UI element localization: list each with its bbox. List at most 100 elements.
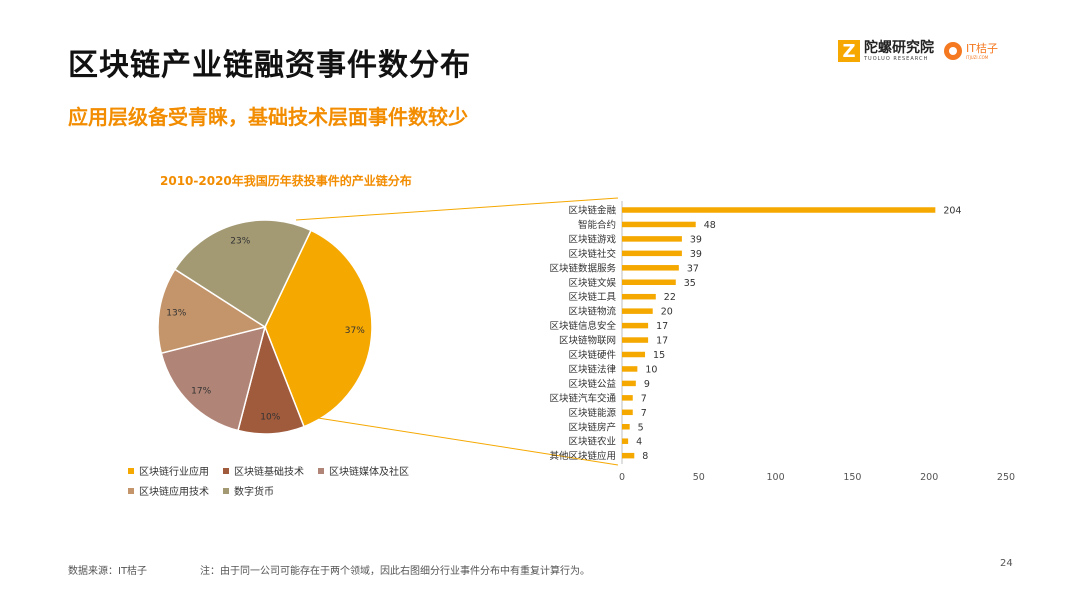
bar — [622, 250, 682, 257]
pie-slice — [173, 219, 312, 329]
bar-category-label: 区块链数据服务 — [549, 262, 616, 274]
bar-value-label: 17 — [656, 336, 668, 347]
tuoluo-logo-name: 陀螺研究院 — [864, 39, 934, 56]
bar-category-label: 其他区块链应用 — [549, 450, 616, 462]
legend-item: 区块链应用技术 — [128, 483, 209, 498]
bar-category-label: 区块链文娱 — [568, 277, 616, 289]
bar-category-label: 区块链公益 — [568, 378, 616, 390]
tuoluo-logo: Z 陀螺研究院 TUOLUO RESEARCH — [838, 38, 934, 64]
pie-slice-label: 23% — [230, 237, 250, 247]
data-source: 数据来源：IT桔子 — [68, 566, 148, 577]
bar — [622, 337, 649, 343]
bar-category-label: 区块链社交 — [568, 248, 616, 260]
legend-swatch — [223, 467, 229, 474]
legend-item: 区块链基础技术 — [223, 463, 304, 478]
tuoluo-logo-sub: TUOLUO RESEARCH — [864, 55, 929, 62]
bar-category-label: 区块链能源 — [568, 407, 616, 419]
bar-category-label: 区块链法律 — [568, 363, 616, 375]
pie-slice — [160, 325, 267, 432]
x-tick-label: 200 — [920, 472, 938, 483]
itjuzi-logo-name: IT桔子 — [966, 41, 998, 55]
bar-value-label: 9 — [644, 379, 650, 390]
bar-category-label: 区块链房产 — [568, 421, 616, 433]
bar-value-label: 48 — [704, 220, 716, 231]
bar-category-label: 区块链物流 — [568, 306, 616, 318]
page-number: 24 — [1000, 558, 1013, 569]
x-tick-label: 50 — [693, 472, 705, 483]
bar-value-label: 17 — [656, 321, 668, 332]
bar — [622, 308, 653, 314]
bar — [622, 438, 629, 444]
bar-value-label: 22 — [664, 292, 676, 303]
bar-value-label: 15 — [653, 350, 665, 361]
page-title: 区块链产业链融资事件数分布 — [68, 48, 471, 83]
pie-slice — [157, 268, 267, 355]
bar-value-label: 35 — [684, 278, 696, 289]
bar — [622, 351, 646, 358]
bar-value-label: 39 — [690, 234, 702, 245]
legend-item: 数字货币 — [223, 483, 274, 498]
bar-category-label: 区块链硬件 — [568, 349, 616, 361]
bar-value-label: 7 — [641, 393, 647, 404]
bar — [622, 395, 633, 401]
legend-swatch — [128, 467, 134, 474]
bar-value-label: 204 — [943, 206, 961, 217]
tuoluo-logo-icon: Z — [838, 40, 860, 62]
pie-chart: 37% 10% 17% 13% 23% — [157, 219, 373, 435]
legend-label: 区块链媒体及社区 — [329, 467, 409, 478]
legend-item: 区块链媒体及社区 — [318, 463, 409, 478]
orange-icon — [944, 42, 962, 60]
legend-label: 区块链应用技术 — [139, 487, 209, 498]
legend-swatch — [318, 467, 324, 474]
pie-slice-label: 10% — [260, 413, 280, 423]
bar — [622, 265, 679, 271]
bar — [622, 452, 635, 459]
bar-value-label: 20 — [661, 307, 673, 318]
bar-category-label: 区块链物联网 — [559, 335, 616, 347]
legend-label: 数字货币 — [234, 487, 274, 498]
x-tick-label: 250 — [997, 472, 1015, 483]
bar-value-label: 10 — [645, 364, 657, 375]
pie-slice-label: 37% — [345, 326, 365, 336]
x-tick-label: 100 — [767, 472, 785, 483]
bar-category-label: 区块链信息安全 — [549, 320, 616, 332]
bar-value-label: 7 — [641, 408, 647, 419]
pie-slice — [264, 229, 373, 428]
bar — [622, 409, 633, 416]
footnote: 注：由于同一公司可能存在于两个领域，因此右图细分行业事件分布中有重复计算行为。 — [200, 566, 590, 577]
itjuzi-logo: IT桔子 ITJUZI.COM — [944, 38, 998, 64]
bar — [622, 236, 682, 242]
legend-label: 区块链基础技术 — [234, 467, 304, 478]
bar — [622, 293, 656, 300]
bar-category-label: 区块链金融 — [568, 205, 616, 217]
pie-chart-title: 2010-2020年我国历年获投事件的产业链分布 — [160, 174, 412, 188]
bar-category-label: 区块链游戏 — [568, 233, 616, 245]
pie-slice-label: 13% — [166, 309, 186, 319]
bar-value-label: 39 — [690, 249, 702, 260]
bar-category-label: 智能合约 — [578, 219, 616, 231]
bar — [622, 221, 696, 228]
pie-slice-label: 17% — [191, 386, 211, 396]
bar — [622, 207, 936, 213]
page-subtitle: 应用层级备受青睐，基础技术层面事件数较少 — [68, 105, 468, 129]
bar — [622, 380, 636, 387]
x-tick-label: 0 — [619, 472, 625, 483]
bar-category-label: 区块链农业 — [568, 436, 616, 448]
legend-label: 区块链行业应用 — [139, 467, 209, 478]
legend-item: 区块链行业应用 — [128, 463, 209, 478]
bar — [622, 366, 638, 372]
bar-value-label: 4 — [636, 437, 642, 448]
bar-value-label: 8 — [642, 451, 648, 462]
bar — [622, 322, 649, 329]
pie-legend: 区块链行业应用 区块链基础技术 区块链媒体及社区区块链应用技术 数字货币 — [128, 463, 448, 503]
legend-swatch — [223, 487, 229, 494]
pie-to-bar-connector — [295, 197, 619, 466]
bar — [622, 279, 676, 285]
bar-category-label: 区块链汽车交通 — [549, 392, 616, 404]
bar-value-label: 37 — [687, 263, 699, 274]
bar — [622, 424, 630, 430]
x-tick-label: 150 — [843, 472, 861, 483]
itjuzi-logo-sub: ITJUZI.COM — [966, 54, 989, 60]
